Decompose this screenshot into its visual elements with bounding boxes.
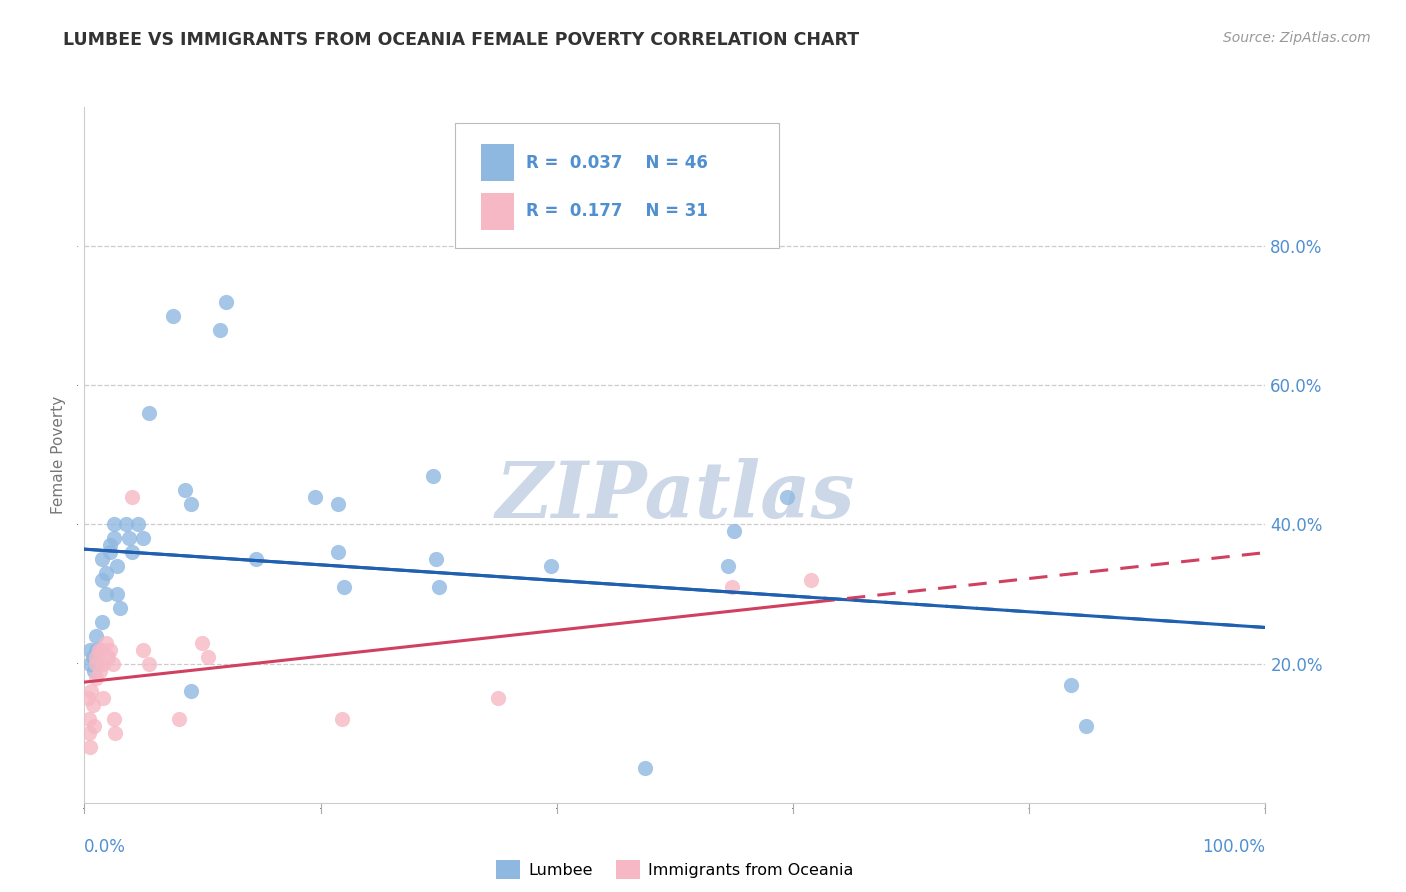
Point: [1059, 677, 1081, 691]
Point: [328, 497, 350, 511]
Point: [91, 573, 114, 587]
Point: [84, 642, 107, 657]
Point: [98, 538, 121, 552]
Point: [121, 545, 143, 559]
Point: [717, 559, 740, 574]
Point: [132, 642, 155, 657]
Point: [138, 406, 160, 420]
Point: [79, 740, 101, 755]
Point: [333, 580, 356, 594]
Point: [79, 657, 101, 671]
Point: [91, 691, 114, 706]
Point: [83, 664, 105, 678]
Point: [107, 559, 129, 574]
Text: 0.0%: 0.0%: [84, 838, 127, 856]
Point: [1074, 719, 1097, 733]
Point: [215, 294, 238, 309]
Point: [540, 559, 562, 574]
Y-axis label: Female Poverty: Female Poverty: [51, 396, 66, 514]
Point: [114, 517, 136, 532]
Point: [103, 517, 125, 532]
Point: [77, 726, 100, 740]
Text: ZIPatlas: ZIPatlas: [495, 458, 855, 535]
Point: [98, 545, 121, 559]
Point: [84, 671, 107, 685]
Point: [180, 497, 202, 511]
Text: R =  0.177    N = 31: R = 0.177 N = 31: [526, 202, 707, 220]
Legend: Lumbee, Immigrants from Oceania: Lumbee, Immigrants from Oceania: [489, 854, 860, 885]
Point: [91, 552, 114, 566]
Point: [101, 657, 124, 671]
Point: [87, 642, 110, 657]
Point: [79, 642, 101, 657]
Text: 100.0%: 100.0%: [1202, 838, 1265, 856]
Point: [209, 323, 232, 337]
Point: [97, 649, 120, 664]
Point: [723, 524, 745, 539]
Point: [427, 580, 450, 594]
Point: [107, 587, 129, 601]
Point: [800, 573, 823, 587]
Point: [127, 517, 149, 532]
Point: [91, 615, 114, 629]
Point: [84, 657, 107, 671]
Point: [776, 490, 799, 504]
Point: [84, 657, 107, 671]
Point: [330, 712, 353, 726]
Point: [94, 636, 117, 650]
Text: Source: ZipAtlas.com: Source: ZipAtlas.com: [1223, 31, 1371, 45]
Point: [82, 698, 104, 713]
Point: [94, 587, 117, 601]
Point: [121, 490, 143, 504]
Point: [634, 761, 657, 775]
Point: [84, 649, 107, 664]
Point: [98, 642, 121, 657]
Point: [89, 664, 111, 678]
Point: [132, 532, 155, 546]
Text: LUMBEE VS IMMIGRANTS FROM OCEANIA FEMALE POVERTY CORRELATION CHART: LUMBEE VS IMMIGRANTS FROM OCEANIA FEMALE…: [63, 31, 859, 49]
Point: [91, 642, 114, 657]
Point: [77, 691, 100, 706]
Point: [103, 712, 125, 726]
Point: [422, 468, 444, 483]
Point: [138, 657, 160, 671]
Point: [180, 684, 202, 698]
Point: [103, 532, 125, 546]
Point: [94, 566, 117, 581]
Point: [720, 580, 742, 594]
Point: [84, 629, 107, 643]
Point: [328, 545, 350, 559]
Point: [425, 552, 447, 566]
Point: [104, 726, 127, 740]
Point: [108, 601, 131, 615]
Point: [167, 712, 190, 726]
Point: [91, 657, 114, 671]
Point: [83, 719, 105, 733]
Text: R =  0.037    N = 46: R = 0.037 N = 46: [526, 153, 707, 171]
Point: [82, 649, 104, 664]
Point: [191, 636, 214, 650]
Point: [77, 712, 100, 726]
Point: [197, 649, 219, 664]
Point: [118, 532, 141, 546]
Point: [486, 691, 509, 706]
Point: [173, 483, 195, 497]
Point: [80, 684, 103, 698]
Point: [304, 490, 326, 504]
Point: [245, 552, 267, 566]
Point: [162, 309, 184, 323]
